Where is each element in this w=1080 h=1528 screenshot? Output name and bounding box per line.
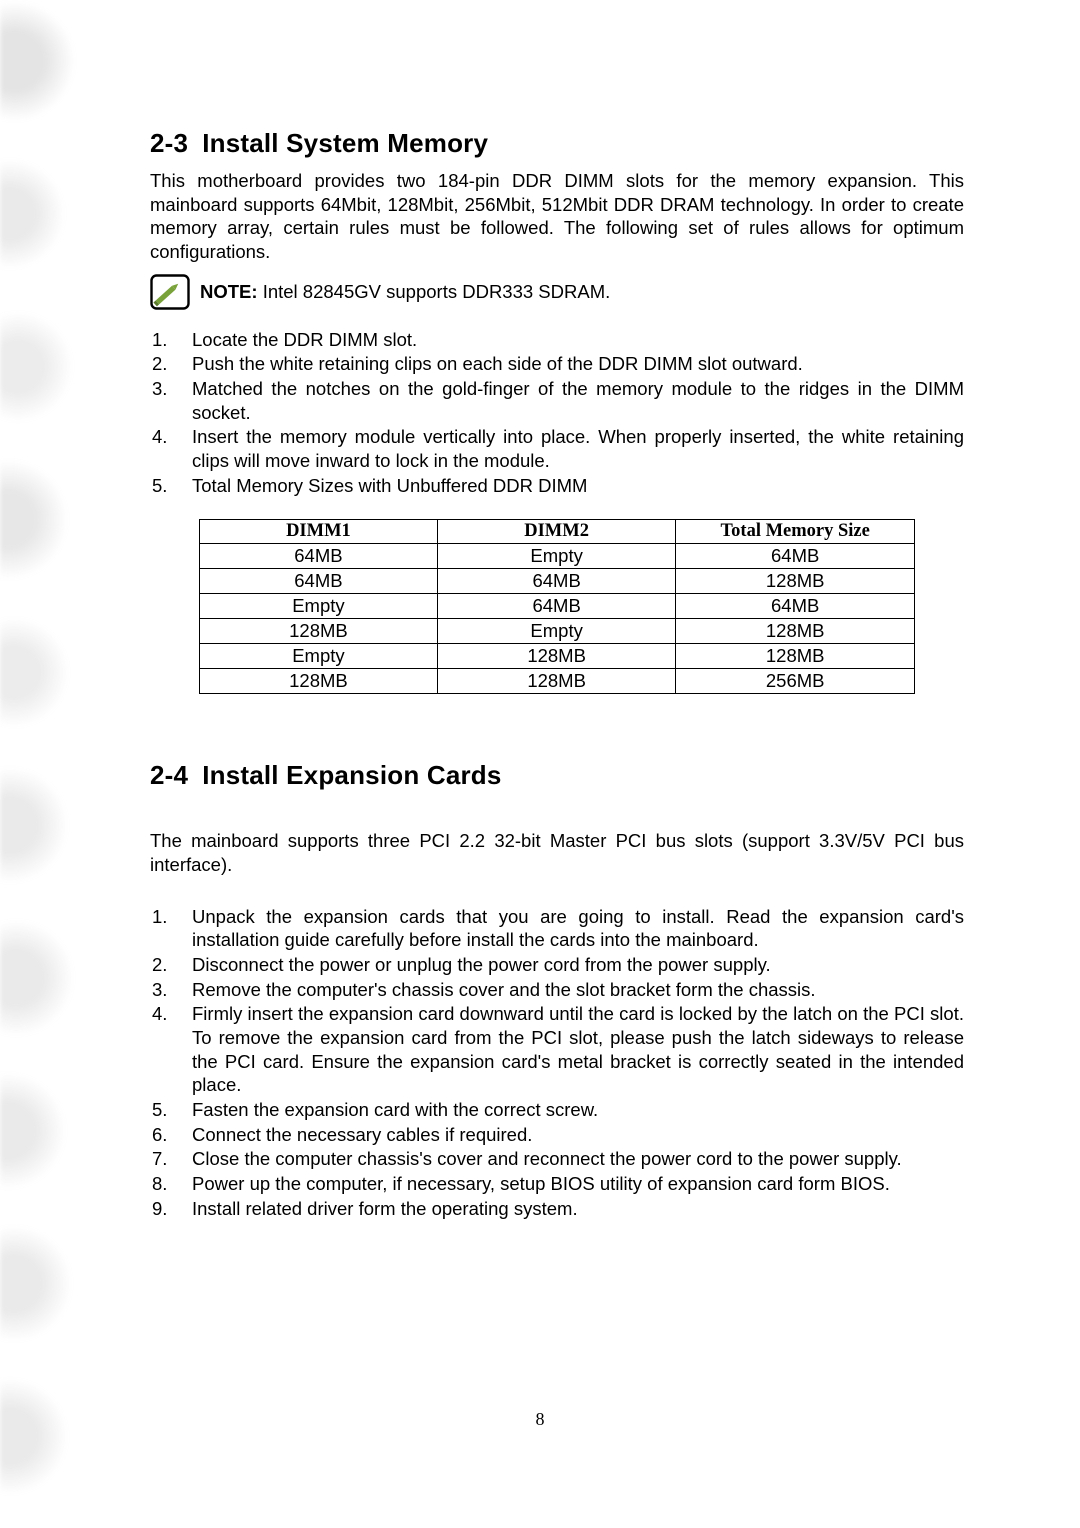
section-2-4-heading: 2-4 Install Expansion Cards [150, 760, 964, 791]
list-item: 3.Matched the notches on the gold-finger… [150, 377, 964, 424]
section-2-4-steps: 1.Unpack the expansion cards that you ar… [150, 905, 964, 1221]
section-2-4-title: Install Expansion Cards [202, 760, 501, 790]
page-content: 2-3 Install System Memory This motherboar… [0, 0, 1080, 1281]
section-2-3-intro: This motherboard provides two 184-pin DD… [150, 169, 964, 264]
memory-table: DIMM1 DIMM2 Total Memory Size 64MB Empty… [199, 519, 915, 694]
note-icon [150, 274, 190, 310]
list-item: 2.Disconnect the power or unplug the pow… [150, 953, 964, 977]
list-item: 6.Connect the necessary cables if requir… [150, 1123, 964, 1147]
section-2-4-intro: The mainboard supports three PCI 2.2 32-… [150, 829, 964, 876]
note-row: NOTE: Intel 82845GV supports DDR333 SDRA… [150, 274, 964, 310]
list-item: 8.Power up the computer, if necessary, s… [150, 1172, 964, 1196]
list-item: 3.Remove the computer's chassis cover an… [150, 978, 964, 1002]
table-row: 64MB Empty 64MB [199, 544, 914, 569]
note-label: NOTE: [200, 281, 258, 302]
list-item: 7.Close the computer chassis's cover and… [150, 1147, 964, 1171]
list-item: 9.Install related driver form the operat… [150, 1197, 964, 1221]
note-body: Intel 82845GV supports DDR333 SDRAM. [258, 281, 611, 302]
list-item: 4.Firmly insert the expansion card downw… [150, 1002, 964, 1097]
section-2-3-heading: 2-3 Install System Memory [150, 128, 964, 159]
table-header: Total Memory Size [676, 520, 915, 544]
table-header-row: DIMM1 DIMM2 Total Memory Size [199, 520, 914, 544]
table-row: 64MB 64MB 128MB [199, 569, 914, 594]
note-text: NOTE: Intel 82845GV supports DDR333 SDRA… [200, 281, 610, 303]
list-item: 1.Locate the DDR DIMM slot. [150, 328, 964, 352]
table-row: 128MB 128MB 256MB [199, 669, 914, 694]
table-header: DIMM2 [438, 520, 676, 544]
section-2-3-title: Install System Memory [202, 128, 488, 158]
section-2-3-number: 2-3 [150, 128, 188, 158]
section-2-4-number: 2-4 [150, 760, 188, 790]
table-header: DIMM1 [199, 520, 437, 544]
table-row: Empty 128MB 128MB [199, 644, 914, 669]
list-item: 1.Unpack the expansion cards that you ar… [150, 905, 964, 952]
page-number: 8 [0, 1409, 1080, 1430]
list-item: 2.Push the white retaining clips on each… [150, 352, 964, 376]
section-2-3-steps: 1.Locate the DDR DIMM slot. 2.Push the w… [150, 328, 964, 498]
table-row: Empty 64MB 64MB [199, 594, 914, 619]
list-item: 5.Total Memory Sizes with Unbuffered DDR… [150, 474, 964, 498]
table-row: 128MB Empty 128MB [199, 619, 914, 644]
list-item: 5.Fasten the expansion card with the cor… [150, 1098, 964, 1122]
list-item: 4.Insert the memory module vertically in… [150, 425, 964, 472]
